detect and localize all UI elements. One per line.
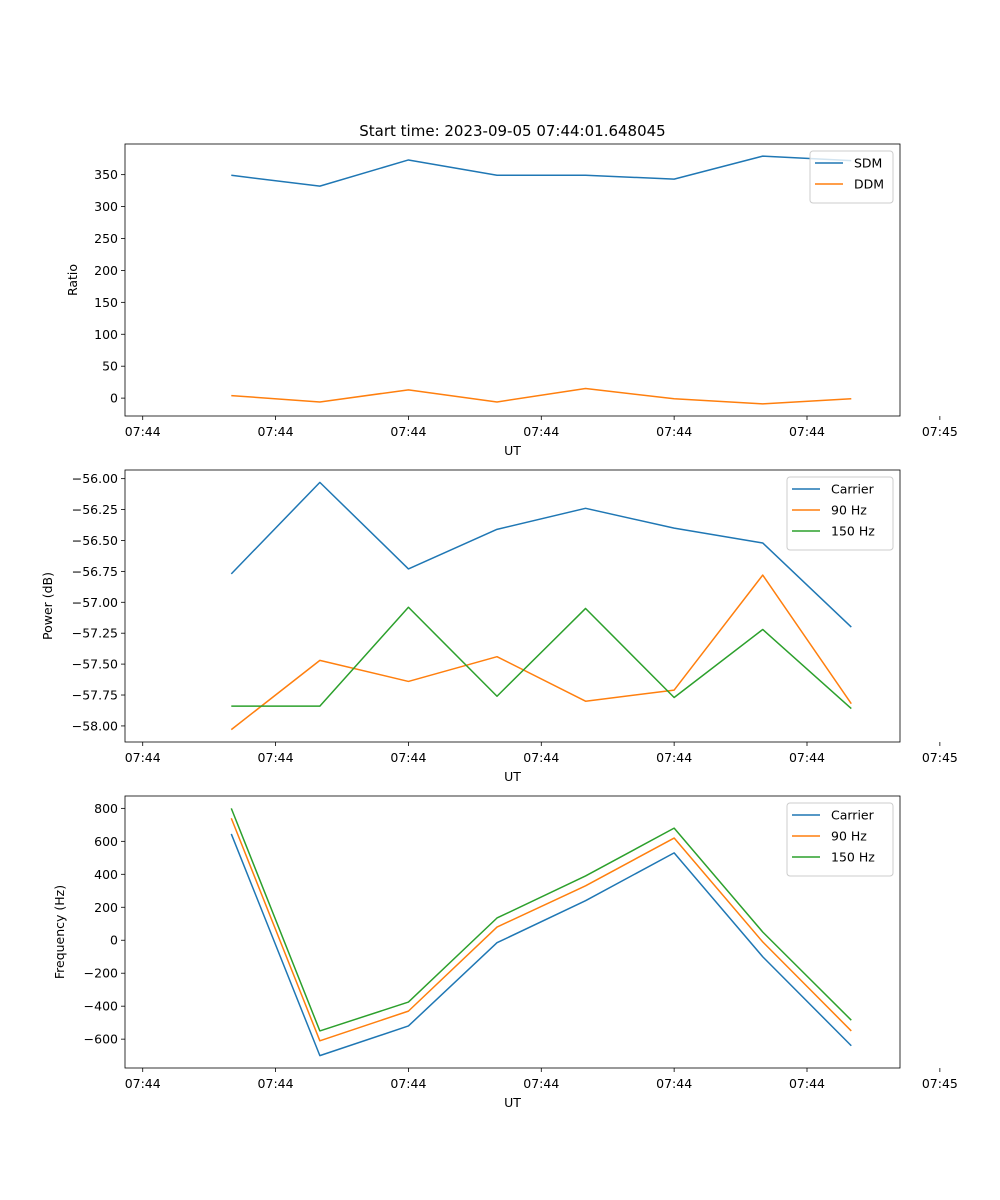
x-tick-label: 07:44 [390,1076,426,1091]
series-line-sdm [231,155,852,187]
x-tick-label: 07:44 [656,1076,692,1091]
series-line-150-hz [230,808,852,1032]
y-tick-label: −56.00 [72,471,118,486]
y-tick-label: −57.25 [72,626,118,641]
y-tick-label: 600 [94,834,118,849]
y-tick-label: −58.00 [72,718,118,733]
y-axis-label: Power (dB) [40,572,55,640]
legend-entry-label: 90 Hz [831,829,867,844]
y-axis-label: Ratio [65,264,80,296]
legend: SDM DDM [809,150,894,204]
chart-panel-2: 07:44 07:44 07:44 07:44 07:44 07:44 07:45 −58.0… [40,469,958,784]
y-tick-label: −57.00 [72,595,118,610]
series-line-150-hz [231,606,852,710]
y-tick-label: 100 [94,327,118,342]
x-tick-label: 07:44 [258,750,294,765]
x-axis-label: UT [504,1095,521,1110]
x-tick-label: 07:45 [922,424,958,439]
x-tick-label: 07:44 [258,1076,294,1091]
axes-frame [124,143,901,417]
axes-frame [124,469,901,743]
y-axis-label: Frequency (Hz) [52,885,67,979]
x-tick-label: 07:44 [523,424,559,439]
x-tick-label: 07:44 [390,750,426,765]
chart-panel-1: 07:44 07:44 07:44 07:44 07:44 07:44 07:45 0 50 10… [65,143,958,458]
legend-entry-label: Carrier [831,808,875,823]
legend-entry-label: 90 Hz [831,503,867,518]
y-tick-label: 250 [94,231,118,246]
legend-entry-label: 150 Hz [831,524,875,539]
series-line-carrier [230,833,852,1057]
legend-entry-label: 150 Hz [831,850,875,865]
x-tick-label: 07:44 [125,1076,161,1091]
y-tick-label: −56.25 [72,502,118,517]
y-tick-label: 400 [94,867,118,882]
legend: Carrier 90 Hz 150 Hz [786,802,894,877]
y-tick-label: −200 [84,966,118,981]
x-axis-label: UT [504,769,521,784]
y-tick-label: −600 [84,1032,118,1047]
series-line-carrier [230,481,852,628]
y-tick-label: 800 [94,801,118,816]
series-line-90-hz [230,574,852,731]
y-tick-label: −56.75 [72,564,118,579]
x-tick-label: 07:44 [523,1076,559,1091]
y-tick-label: −56.50 [72,533,118,548]
legend-entry-label: DDM [854,177,884,192]
y-tick-label: −57.50 [72,657,118,672]
legend: Carrier 90 Hz 150 Hz [786,476,894,551]
x-tick-label: 07:44 [125,424,161,439]
x-axis-label: UT [504,443,521,458]
x-tick-label: 07:44 [523,750,559,765]
legend-entry-label: SDM [854,156,882,171]
y-tick-label: −400 [84,999,118,1014]
axes-frame [124,795,901,1069]
y-tick-label: −57.75 [72,688,118,703]
x-tick-label: 07:45 [922,750,958,765]
y-tick-label: 200 [94,900,118,915]
y-tick-label: 350 [94,167,118,182]
x-tick-label: 07:44 [125,750,161,765]
x-tick-label: 07:44 [789,424,825,439]
series-line-ddm [231,387,852,405]
x-tick-label: 07:45 [922,1076,958,1091]
x-tick-label: 07:44 [789,1076,825,1091]
legend-box [809,150,894,204]
y-tick-label: 200 [94,263,118,278]
x-tick-label: 07:44 [789,750,825,765]
x-tick-label: 07:44 [656,424,692,439]
figure-title: Start time: 2023-09-05 07:44:01.648045 [359,122,665,140]
y-tick-label: 50 [102,359,118,374]
y-tick-label: 0 [110,933,118,948]
chart-panel-3: 07:44 07:44 07:44 07:44 07:44 07:44 07:45 −600 −… [52,795,958,1110]
x-tick-label: 07:44 [258,424,294,439]
x-tick-label: 07:44 [656,750,692,765]
y-tick-label: 300 [94,199,118,214]
x-tick-label: 07:44 [390,424,426,439]
y-tick-label: 150 [94,295,118,310]
series-line-90-hz [230,817,852,1042]
y-tick-label: 0 [110,391,118,406]
legend-entry-label: Carrier [831,482,875,497]
